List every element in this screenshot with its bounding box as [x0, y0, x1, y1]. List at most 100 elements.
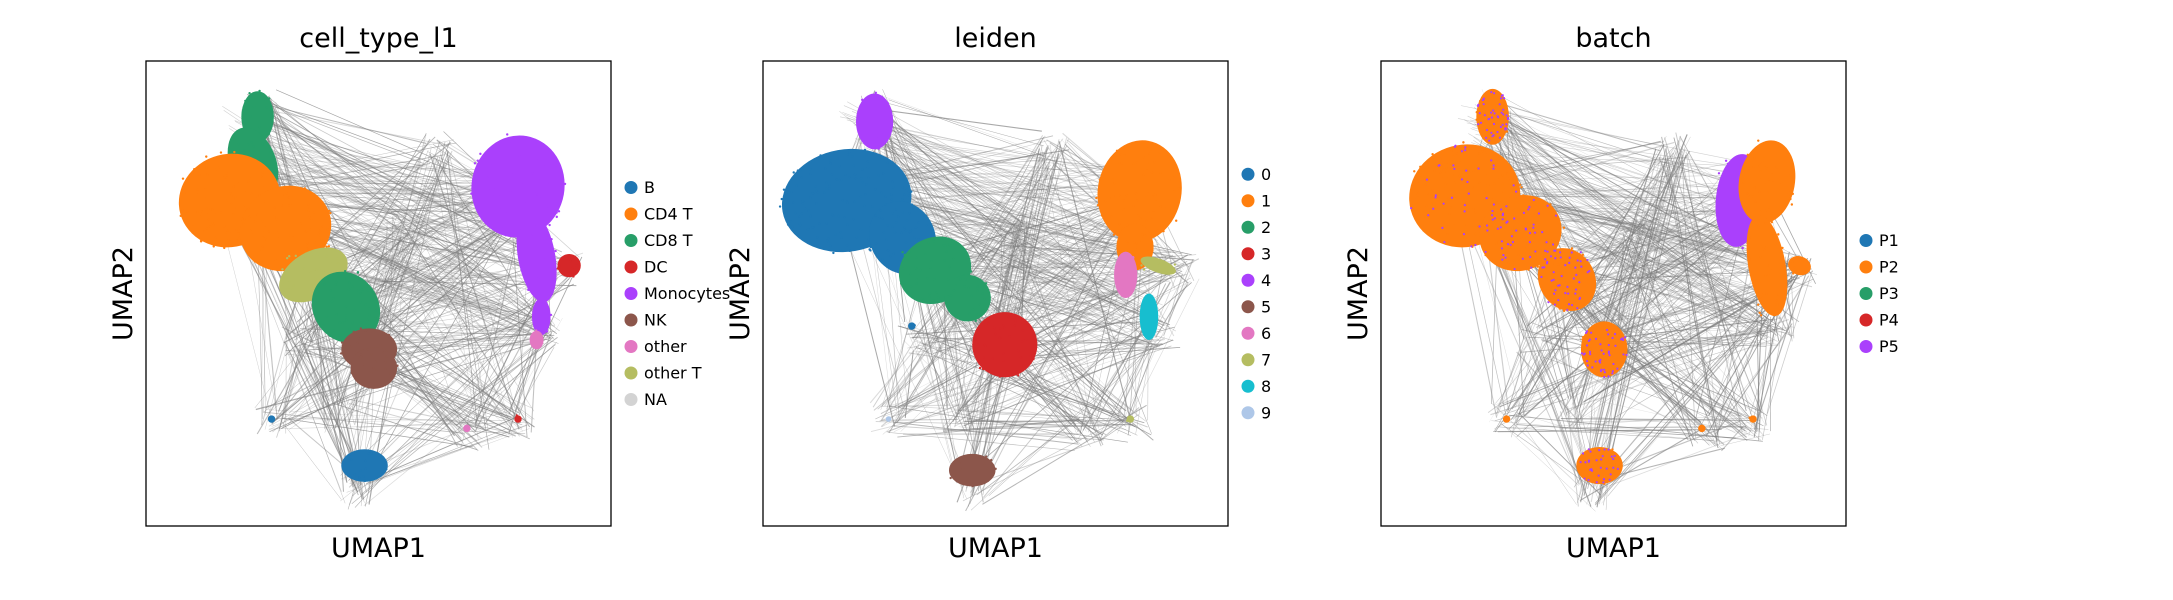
- cell-point: [854, 177, 858, 180]
- cell-point: [354, 352, 357, 355]
- cell-point: [494, 188, 497, 191]
- cell-point: [1441, 226, 1444, 229]
- cell-point: [289, 286, 293, 290]
- cell-point: [1770, 212, 1774, 215]
- cell-point: [943, 259, 947, 262]
- cell-point: [1150, 144, 1154, 147]
- cell-point: [1452, 164, 1455, 167]
- graph-edge: [903, 340, 964, 399]
- cell-point: [852, 164, 855, 167]
- cell-point: [1583, 262, 1587, 266]
- cell-point: [830, 173, 834, 176]
- cell-point: [824, 167, 827, 170]
- graph-edge: [251, 161, 510, 259]
- cell-point: [1761, 301, 1765, 304]
- cell-point: [1765, 167, 1769, 170]
- cell-point: [1517, 208, 1520, 211]
- cell-point: [1567, 292, 1570, 295]
- cell-point: [1609, 473, 1612, 476]
- graph-edge: [885, 190, 1147, 258]
- cell-point: [267, 230, 270, 233]
- cell-point: [289, 239, 293, 243]
- cell-point: [889, 254, 892, 258]
- graph-edge: [258, 91, 550, 320]
- cell-point: [394, 353, 397, 356]
- cell-point: [223, 176, 226, 179]
- cell-point: [193, 168, 196, 171]
- graph-edge: [1568, 307, 1733, 332]
- cell-point: [250, 141, 254, 144]
- graph-edge: [1468, 133, 1781, 320]
- cell-point: [1417, 196, 1420, 199]
- cell-point: [214, 236, 217, 240]
- cell-point: [1145, 145, 1149, 149]
- cell-point: [1762, 160, 1766, 164]
- graph-edge: [1621, 154, 1679, 349]
- graph-edge: [1618, 221, 1747, 429]
- cell-point: [1607, 330, 1610, 334]
- graph-edge: [280, 420, 342, 500]
- cell-point: [364, 459, 367, 463]
- graph-edge: [1010, 244, 1167, 320]
- cell-point: [924, 253, 927, 256]
- cell-point: [909, 272, 912, 276]
- cell-point: [1556, 274, 1560, 277]
- graph-edge: [870, 141, 1154, 278]
- graph-edge: [1527, 220, 1735, 264]
- cell-point: [1799, 272, 1802, 276]
- cell-point: [1600, 358, 1604, 362]
- cell-point: [1490, 131, 1493, 134]
- graph-edge: [1577, 311, 1746, 328]
- graph-edge: [1598, 154, 1684, 505]
- cell-point: [1748, 416, 1751, 419]
- cell-point: [1747, 193, 1750, 197]
- cell-point: [1594, 360, 1597, 363]
- graph-edge: [249, 100, 427, 144]
- cell-point: [1543, 266, 1546, 269]
- cell-point: [1480, 243, 1483, 246]
- cell-point: [1139, 235, 1143, 239]
- cell-point: [211, 224, 215, 227]
- cell-point: [837, 214, 840, 218]
- graph-edge: [1479, 144, 1730, 257]
- graph-edge: [853, 123, 1119, 256]
- graph-edge: [369, 225, 519, 352]
- cell-point: [364, 329, 368, 332]
- cell-point: [1432, 156, 1435, 159]
- cell-point: [1724, 159, 1728, 163]
- graph-edge: [860, 152, 1122, 251]
- graph-edge: [874, 146, 1134, 242]
- cell-point: [340, 341, 344, 344]
- cell-point: [252, 145, 255, 148]
- cell-point: [968, 312, 971, 315]
- graph-edge: [893, 194, 1153, 279]
- graph-edge: [888, 196, 1110, 263]
- graph-edge: [1500, 366, 1594, 414]
- cell-point: [500, 225, 503, 229]
- cell-point: [1485, 197, 1488, 200]
- graph-edge: [295, 229, 524, 305]
- cell-point: [1554, 289, 1557, 292]
- cell-point: [1489, 111, 1493, 114]
- cell-point: [350, 458, 353, 461]
- cell-point: [1490, 159, 1493, 162]
- cell-point: [891, 225, 894, 229]
- legend-marker: [1241, 273, 1255, 287]
- graph-edge: [270, 112, 539, 335]
- cell-point: [978, 303, 982, 306]
- graph-edge: [262, 164, 500, 171]
- cell-point: [1592, 360, 1595, 364]
- cell-point: [1783, 277, 1787, 281]
- cell-point: [865, 182, 868, 186]
- cell-point: [1485, 127, 1488, 130]
- cell-point: [832, 251, 835, 255]
- cell-point: [249, 232, 253, 235]
- cell-point: [205, 207, 208, 210]
- legend-marker: [624, 234, 638, 247]
- graph-edge: [455, 344, 556, 427]
- cell-point: [1554, 257, 1557, 260]
- cell-point: [1453, 181, 1457, 184]
- cell-point: [869, 245, 873, 249]
- cell-point: [1548, 258, 1552, 262]
